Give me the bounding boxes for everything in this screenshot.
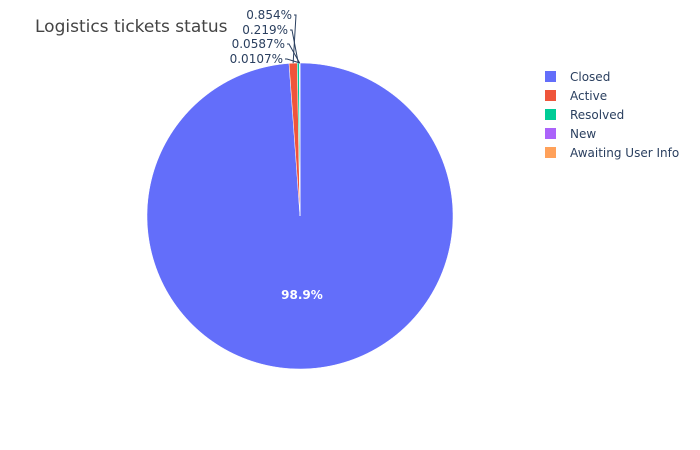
legend-label-new: New — [570, 127, 596, 141]
leader-line-awaiting-user-info — [285, 58, 301, 64]
legend-label-active: Active — [570, 89, 607, 103]
label-leader-lines — [285, 14, 301, 64]
legend-label-resolved: Resolved — [570, 108, 624, 122]
legend-swatch-new — [545, 128, 556, 139]
leader-line-active — [292, 14, 297, 64]
legend-swatch-active — [545, 90, 556, 101]
legend-label-awaiting-user-info: Awaiting User Info — [570, 146, 679, 160]
slice-label-closed: 98.9% — [281, 288, 323, 302]
legend-item-active[interactable]: Active — [545, 89, 607, 103]
slice-label-awaiting-user-info: 0.0107% — [230, 52, 283, 66]
leader-line-resolved — [290, 29, 299, 64]
legend-item-resolved[interactable]: Resolved — [545, 108, 624, 122]
legend-item-closed[interactable]: Closed — [545, 70, 610, 84]
leader-line-new — [287, 43, 301, 64]
legend-label-closed: Closed — [570, 70, 610, 84]
legend-swatch-closed — [545, 71, 556, 82]
slice-label-resolved: 0.219% — [242, 23, 288, 37]
pie-slices — [146, 62, 454, 370]
chart-title: Logistics tickets status — [35, 17, 228, 37]
legend: Closed Active Resolved New Awaiting User Inf… — [545, 70, 679, 160]
slice-label-new: 0.0587% — [232, 37, 285, 51]
legend-item-new[interactable]: New — [545, 127, 596, 141]
legend-swatch-resolved — [545, 109, 556, 120]
slice-label-active: 0.854% — [246, 8, 292, 22]
slice-labels: 98.9% 0.854%0.219%0.0587%0.0107% — [230, 8, 323, 302]
legend-item-awaiting-user-info[interactable]: Awaiting User Info — [545, 146, 679, 160]
legend-swatch-awaiting-user-info — [545, 147, 556, 158]
